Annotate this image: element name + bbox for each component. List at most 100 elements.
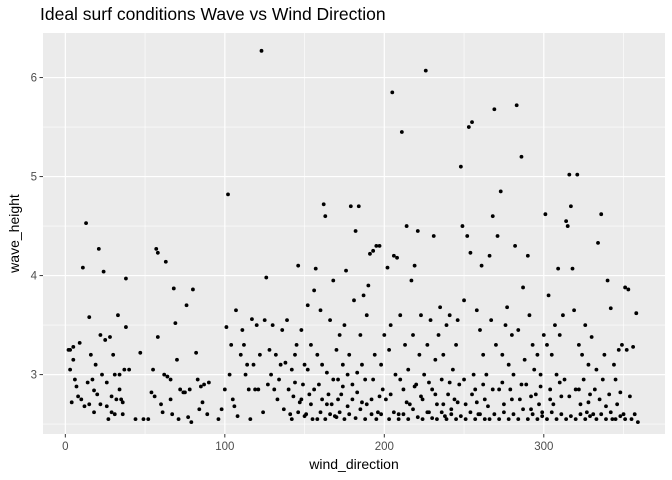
data-point-185	[377, 243, 382, 248]
data-point-417	[557, 380, 562, 385]
data-point-207	[293, 380, 297, 385]
data-point-447	[632, 412, 637, 417]
data-point-365	[554, 372, 559, 377]
data-point-58	[159, 402, 163, 407]
data-point-282	[478, 328, 482, 332]
data-point-29	[114, 397, 119, 402]
data-point-283	[479, 263, 484, 268]
data-point-369	[561, 313, 565, 318]
data-point-428	[602, 352, 607, 357]
data-point-127	[285, 318, 289, 323]
data-point-108	[254, 323, 259, 327]
data-point-44	[104, 380, 109, 385]
data-point-21	[101, 269, 106, 274]
data-point-442	[624, 347, 629, 352]
data-point-27	[111, 352, 116, 357]
data-point-295	[425, 410, 430, 415]
data-point-293	[415, 415, 420, 420]
data-point-42	[92, 388, 96, 393]
data-point-106	[251, 362, 256, 367]
data-point-260	[443, 414, 447, 419]
data-point-446	[631, 344, 635, 349]
data-point-62	[168, 397, 173, 402]
data-point-393	[511, 412, 516, 417]
data-point-123	[278, 362, 283, 367]
data-point-145	[313, 266, 318, 271]
data-point-137	[301, 382, 305, 387]
data-point-389	[492, 412, 497, 417]
data-point-335	[506, 362, 511, 367]
data-point-448	[634, 311, 639, 316]
data-point-334	[505, 305, 510, 310]
data-point-236	[404, 224, 409, 228]
x-tick-label-1: 100	[215, 441, 234, 453]
data-point-304	[468, 410, 473, 415]
data-point-6	[76, 394, 80, 399]
data-point-179	[368, 251, 372, 256]
data-point-355	[538, 372, 543, 377]
data-point-78	[198, 384, 203, 389]
data-point-376	[572, 308, 576, 313]
data-point-377	[573, 387, 578, 392]
data-point-386	[588, 392, 592, 397]
data-point-183	[374, 243, 379, 248]
data-point-24	[106, 417, 111, 422]
data-point-426	[599, 212, 604, 217]
data-point-381	[580, 352, 584, 357]
x-tick-label-2: 200	[375, 441, 394, 453]
x-axis-title: wind_direction	[308, 456, 399, 472]
data-point-197	[334, 415, 339, 420]
data-point-171	[355, 370, 360, 375]
data-point-351	[532, 367, 537, 372]
data-point-199	[342, 417, 347, 422]
data-point-307	[482, 417, 487, 422]
data-point-249	[425, 342, 430, 347]
data-point-345	[522, 357, 527, 362]
data-point-299	[444, 417, 449, 422]
data-point-72	[187, 387, 192, 392]
data-point-384	[584, 410, 589, 415]
data-point-218	[355, 390, 360, 395]
data-point-36	[124, 276, 128, 281]
data-point-135	[297, 400, 302, 405]
x-tick-label-3: 300	[534, 441, 553, 453]
data-point-92	[227, 372, 232, 377]
data-point-272	[462, 298, 466, 303]
data-point-274	[465, 234, 470, 238]
data-point-126	[283, 360, 288, 365]
data-point-231	[396, 412, 401, 417]
data-point-452	[604, 417, 608, 422]
data-point-284	[481, 352, 486, 357]
data-point-89	[222, 387, 227, 392]
data-point-437	[616, 347, 621, 352]
data-point-339	[513, 243, 517, 248]
data-point-375	[570, 266, 575, 271]
data-point-403	[559, 412, 564, 417]
data-point-268	[455, 318, 460, 323]
data-point-74	[191, 287, 195, 292]
data-point-121	[275, 397, 280, 402]
data-point-382	[581, 377, 586, 382]
data-point-38	[71, 357, 76, 362]
data-point-302	[458, 414, 463, 419]
data-point-449	[635, 420, 640, 425]
data-point-344	[521, 285, 525, 290]
data-point-53	[149, 390, 154, 395]
data-point-180	[369, 397, 374, 402]
data-point-256	[436, 333, 441, 337]
data-point-271	[460, 224, 465, 228]
data-point-153	[326, 392, 331, 397]
data-point-451	[599, 412, 604, 417]
data-point-187	[380, 387, 385, 392]
data-point-240	[411, 333, 415, 337]
data-point-61	[165, 374, 170, 379]
data-point-110	[258, 352, 262, 357]
data-point-241	[412, 263, 417, 268]
data-point-75	[194, 350, 199, 355]
data-point-313	[427, 380, 431, 385]
data-point-368	[559, 394, 564, 399]
data-point-228	[391, 253, 396, 258]
data-point-192	[309, 402, 313, 407]
data-point-47	[117, 387, 122, 392]
